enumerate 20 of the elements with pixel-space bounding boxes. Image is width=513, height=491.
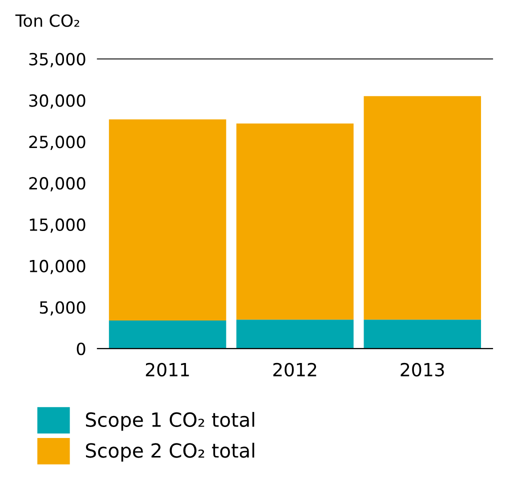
y-tick-label: 30,000 <box>29 94 86 109</box>
y-tick-label: 15,000 <box>30 218 86 233</box>
y-axis-title: Ton CO₂ <box>15 14 80 27</box>
y-tick-label: 20,000 <box>29 177 86 192</box>
bar <box>364 320 482 349</box>
bar <box>236 123 354 320</box>
y-tick-label: 35,000 <box>29 52 86 68</box>
bar <box>236 320 354 349</box>
legend-label: Scope 2 CO₂ total <box>86 442 254 462</box>
x-tick-label: 2011 <box>146 362 189 376</box>
legend-label: Scope 1 CO₂ total <box>86 412 254 431</box>
bar <box>364 96 482 320</box>
bar <box>108 320 226 349</box>
y-tick-label: 25,000 <box>29 136 86 150</box>
y-tick-label: 5,000 <box>40 301 86 316</box>
y-tick-label: 0 <box>76 342 86 356</box>
y-tick-label: 10,000 <box>30 260 86 274</box>
bar <box>108 119 226 320</box>
x-tick-label: 2012 <box>273 362 316 376</box>
x-tick-label: 2013 <box>400 362 444 376</box>
